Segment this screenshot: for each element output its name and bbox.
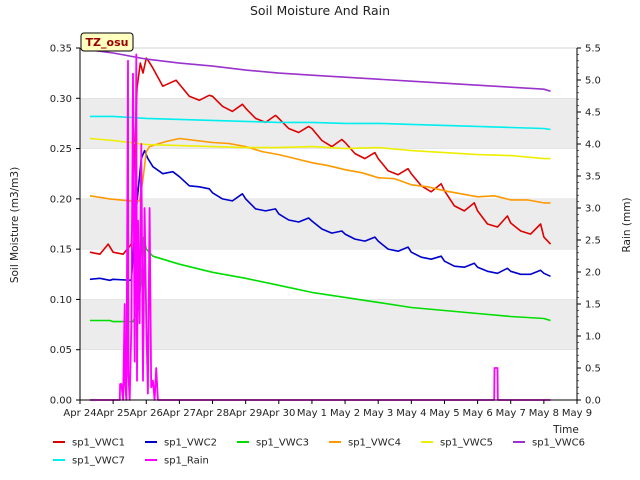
series-sp1-vwc4: [89, 137, 551, 204]
legend-label: sp1_VWC5: [440, 438, 493, 449]
grid-bands: [80, 47, 577, 401]
y-tick-label: 0.10: [50, 295, 72, 306]
grid-band: [80, 299, 577, 350]
y2-tick-label: 5.0: [585, 76, 601, 87]
y2-tick-label: 4.5: [585, 108, 601, 119]
y2-tick-label: 0.5: [585, 364, 601, 375]
x-tick-label: May 7: [496, 408, 526, 419]
axes: 0.00 0.05 0.10 0.15 0.20 0.25 0.30 0.35 0.0 0.5 1.…: [50, 44, 601, 420]
y-tick-label: 0.25: [50, 144, 72, 155]
legend-label: sp1_VWC3: [256, 438, 309, 449]
y-axis-label: Soil Moisture (m3/m3): [9, 167, 21, 283]
legend: sp1_VWC1 sp1_VWC2 sp1_VWC3 sp1_VWC4 sp1_VWC5…: [53, 438, 585, 467]
x-tick-label: Apr 27: [163, 408, 196, 419]
x-tick-label: May 8: [529, 408, 559, 419]
y2-tick-label: 5.5: [585, 44, 601, 55]
x-tick-label: May 1: [297, 408, 327, 419]
y2-tick-label: 3.5: [585, 172, 601, 183]
y-tick-label: 0.05: [50, 345, 72, 356]
x-tick-label: May 9: [562, 408, 592, 419]
y2-tick-label: 2.5: [585, 236, 601, 247]
legend-label: sp1_VWC4: [348, 438, 401, 449]
y2-tick-label: 1.5: [585, 300, 601, 311]
x-tick-label: Apr 24: [63, 408, 96, 419]
x-tick-label: May 2: [330, 408, 360, 419]
series-sp1-vwc5: [89, 137, 551, 160]
chart-title: Soil Moisture And Rain: [250, 3, 390, 18]
y-tick-label: 0.30: [50, 94, 72, 105]
y2-tick-label: 3.0: [585, 204, 601, 215]
x-tick-label: Apr 26: [130, 408, 163, 419]
x-tick-label: May 5: [429, 408, 459, 419]
y2-tick-label: 2.0: [585, 268, 601, 279]
legend-label: sp1_VWC2: [164, 438, 217, 449]
legend-label: sp1_VWC6: [532, 438, 585, 449]
y2-tick-label: 4.0: [585, 140, 601, 151]
station-label-box: TZ_osu: [80, 32, 134, 52]
station-label-frame: [80, 32, 134, 52]
y2-tick-label: 1.0: [585, 332, 601, 343]
legend-label: sp1_VWC7: [72, 456, 125, 467]
series-sp1-vwc2: [89, 149, 551, 282]
legend-label: sp1_VWC1: [72, 438, 125, 449]
grid-band: [80, 198, 577, 250]
x-tick-label: May 6: [462, 408, 492, 419]
y-tick-label: 0.15: [50, 245, 72, 256]
y2-tick-label: 0.0: [585, 396, 601, 407]
series-sp1-vwc7: [89, 115, 551, 131]
y-tick-label: 0.00: [50, 396, 72, 407]
legend-label: sp1_Rain: [164, 456, 209, 467]
x-tick-label: May 4: [396, 408, 426, 419]
y2-axis-label: Rain (mm): [621, 197, 633, 252]
y-tick-label: 0.35: [50, 44, 72, 55]
series-sp1-vwc6: [89, 49, 551, 92]
x-tick-label: Apr 25: [97, 408, 130, 419]
x-tick-label: Apr 30: [262, 408, 295, 419]
x-tick-label: Apr 28: [196, 408, 229, 419]
y-tick-label: 0.20: [50, 194, 72, 205]
station-label: TZ_osu: [86, 36, 129, 49]
x-axis-label: Time: [552, 424, 579, 436]
x-tick-label: May 3: [363, 408, 393, 419]
x-tick-label: Apr 29: [229, 408, 262, 419]
